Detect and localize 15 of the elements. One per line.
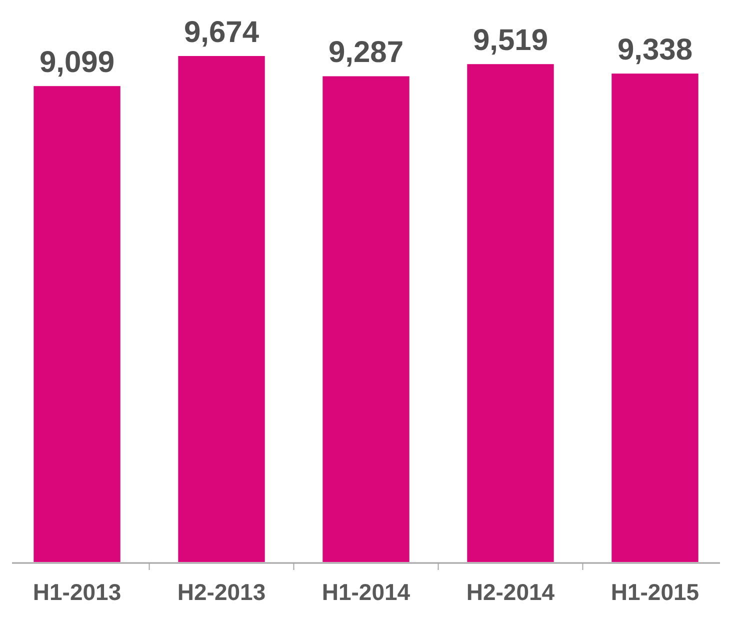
data-label: 9,674: [184, 16, 260, 49]
x-tick-label: H2-2014: [466, 579, 555, 605]
data-label: 9,287: [328, 36, 404, 70]
x-tick-label: H2-2013: [177, 579, 266, 605]
bar: [322, 76, 410, 562]
x-tick-label: H1-2013: [32, 579, 122, 605]
data-label: 9,099: [39, 46, 115, 80]
data-label: 9,519: [472, 24, 548, 58]
bar: [612, 74, 698, 562]
bar: [34, 86, 120, 562]
bar: [178, 56, 265, 562]
x-tick-label: H1-2015: [610, 579, 700, 605]
data-label: 9,338: [617, 34, 693, 67]
x-tick-label: H1-2014: [322, 579, 410, 605]
bar: [467, 64, 554, 562]
